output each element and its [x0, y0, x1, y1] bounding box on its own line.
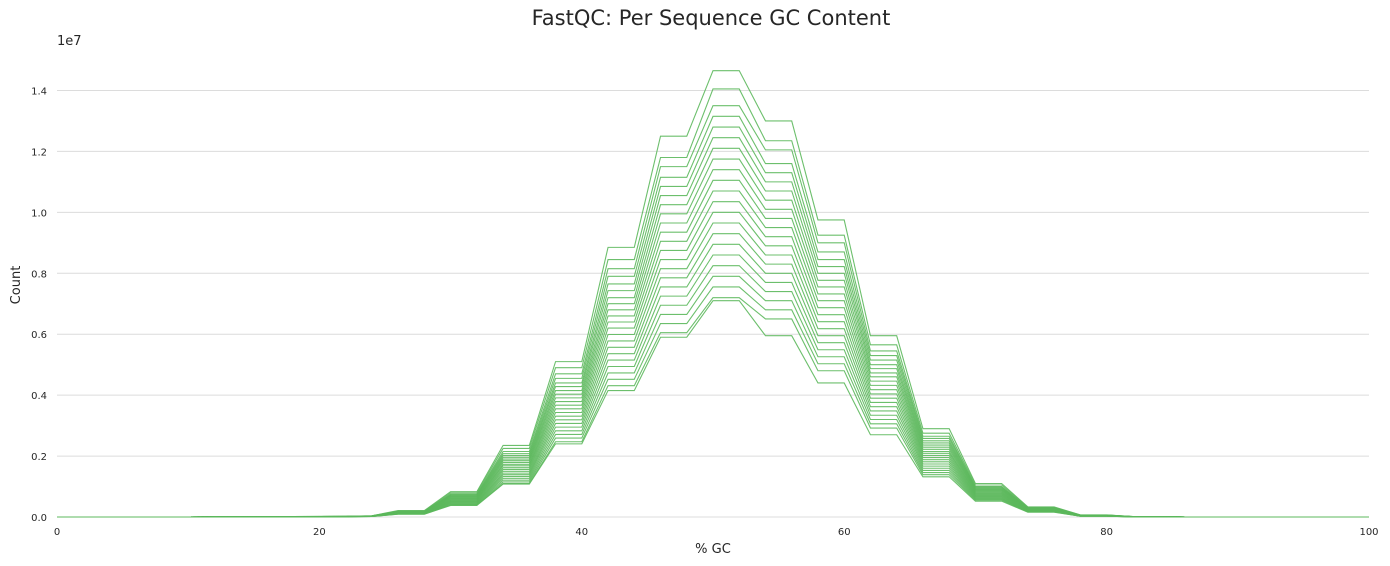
gc-series-line [57, 297, 1369, 518]
y-axis-scale-label: 1e7 [57, 34, 82, 49]
gc-series-line [57, 222, 1369, 518]
x-tick-label: 80 [1100, 527, 1113, 538]
y-grid [57, 89, 1369, 518]
x-axis-label: % GC [695, 542, 731, 557]
gc-series-line [57, 275, 1369, 518]
series-group [57, 70, 1369, 518]
y-tick-label: 0.0 [31, 513, 47, 524]
x-tick-labels: 0 20 40 60 80 100 [54, 527, 1379, 538]
chart-title: FastQC: Per Sequence GC Content [532, 6, 891, 30]
x-tick-label: 0 [54, 527, 60, 538]
gc-series-line [57, 88, 1369, 518]
y-tick-label: 0.2 [31, 452, 47, 463]
gc-series-line [57, 211, 1369, 518]
y-tick-label: 0.8 [31, 269, 47, 280]
gc-series-line [57, 201, 1369, 518]
gc-series-line [57, 243, 1369, 518]
gc-series-line [57, 254, 1369, 518]
x-tick-label: 100 [1359, 527, 1378, 538]
gc-series-line [57, 265, 1369, 518]
y-tick-label: 0.6 [31, 330, 47, 341]
y-tick-labels: 0.0 0.2 0.4 0.6 0.8 1.0 1.2 1.4 [31, 86, 47, 524]
gc-series-line [57, 115, 1369, 518]
gc-series-line [57, 137, 1369, 518]
gc-series-line [57, 147, 1369, 518]
gc-series-line [57, 286, 1369, 518]
y-tick-label: 1.4 [31, 86, 47, 97]
x-tick-label: 40 [575, 527, 588, 538]
gc-series-line [57, 190, 1369, 518]
gc-series-line [57, 179, 1369, 518]
gc-series-line [57, 105, 1369, 518]
y-tick-label: 1.2 [31, 147, 47, 158]
y-axis-label: Count [9, 266, 24, 305]
y-tick-label: 1.0 [31, 208, 47, 219]
x-tick-label: 60 [838, 527, 851, 538]
gc-series-line [57, 300, 1369, 518]
gc-series-line [57, 169, 1369, 518]
x-tick-label: 20 [313, 527, 326, 538]
y-tick-label: 0.4 [31, 391, 47, 402]
gc-series-line [57, 126, 1369, 518]
